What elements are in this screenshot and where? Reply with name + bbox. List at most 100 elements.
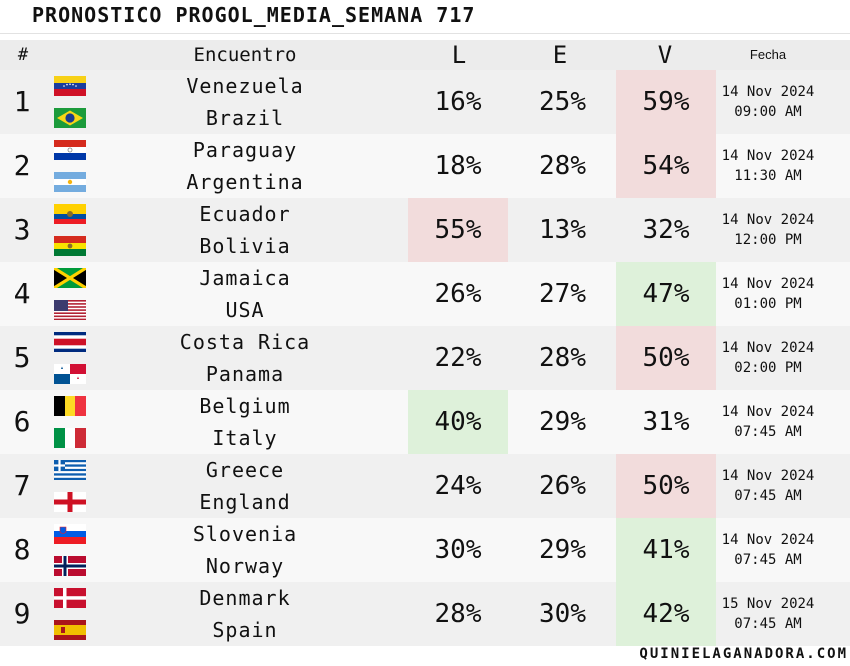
table-row: 7 Greece England 24% 26% 50% 14 Nov 2024 07:45 … — [0, 454, 850, 518]
match-date: 14 Nov 2024 — [721, 404, 815, 420]
local-percent: 22% — [434, 343, 482, 373]
page-title: Pronostico Progol_Media_Semana 717 — [32, 3, 476, 27]
away-team: USA — [225, 298, 265, 322]
match-date: 14 Nov 2024 — [721, 276, 815, 292]
match-time: 07:45 AM — [734, 424, 802, 440]
header-fecha: Fecha — [749, 47, 787, 62]
match-datetime: 14 Nov 2024 09:00 AM — [716, 82, 820, 122]
visitor-percent: 42% — [616, 582, 716, 646]
header-num: # — [17, 45, 29, 65]
table-row: 6 Belgium Italy 40% 29% 31% 14 Nov 2024 07:45 A… — [0, 390, 850, 454]
visitor-percent: 31% — [642, 407, 690, 437]
match-number: 4 — [13, 277, 31, 310]
norway-flag-icon — [54, 556, 86, 576]
denmark-flag-icon — [54, 588, 86, 608]
match-datetime: 14 Nov 2024 01:00 PM — [716, 274, 820, 314]
match-date: 14 Nov 2024 — [721, 468, 815, 484]
match-time: 07:45 AM — [734, 616, 802, 632]
draw-percent: 29% — [539, 407, 586, 437]
jamaica-flag-icon — [54, 268, 86, 288]
header-encuentro: Encuentro — [193, 44, 297, 66]
local-percent: 55% — [408, 198, 508, 262]
local-percent: 26% — [434, 279, 482, 309]
visitor-percent: 32% — [642, 215, 690, 245]
away-team: Panama — [205, 362, 285, 386]
away-team: Spain — [212, 618, 278, 642]
match-number: 3 — [13, 213, 31, 246]
local-percent: 40% — [408, 390, 508, 454]
home-team: Belgium — [199, 394, 291, 418]
match-number: 2 — [13, 149, 31, 182]
argentina-flag-icon — [54, 172, 86, 192]
home-team: Greece — [205, 458, 285, 482]
match-datetime: 14 Nov 2024 02:00 PM — [716, 338, 820, 378]
draw-percent: 28% — [539, 343, 586, 373]
match-number: 6 — [13, 405, 31, 438]
visitor-percent: 54% — [616, 134, 716, 198]
match-date: 14 Nov 2024 — [721, 340, 815, 356]
away-team: Italy — [212, 426, 278, 450]
away-team: Norway — [205, 554, 285, 578]
spain-flag-icon — [54, 620, 86, 640]
panama-flag-icon — [54, 364, 86, 384]
visitor-percent: 47% — [616, 262, 716, 326]
match-datetime: 15 Nov 2024 07:45 AM — [716, 594, 820, 634]
ecuador-flag-icon — [54, 204, 86, 224]
table-row: 4 Jamaica USA 26% 27% 47% 14 Nov 2024 01:00 PM — [0, 262, 850, 326]
draw-percent: 27% — [539, 279, 586, 309]
match-time: 12:00 PM — [734, 232, 802, 248]
match-date: 15 Nov 2024 — [721, 596, 815, 612]
match-table: 1 Venezuela Brazil 16% 25% 59% 14 Nov 2024 09:0… — [0, 70, 850, 646]
match-time: 07:45 AM — [734, 488, 802, 504]
match-datetime: 14 Nov 2024 07:45 AM — [716, 466, 820, 506]
costa-rica-flag-icon — [54, 332, 86, 352]
table-row: 9 Denmark Spain 28% 30% 42% 15 Nov 2024 07:45 A… — [0, 582, 850, 646]
table-header: # Encuentro L E V Fecha — [0, 40, 850, 70]
match-date: 14 Nov 2024 — [721, 84, 815, 100]
match-number: 8 — [13, 533, 31, 566]
local-percent: 24% — [434, 471, 482, 501]
home-team: Denmark — [199, 586, 291, 610]
draw-percent: 25% — [539, 87, 586, 117]
brazil-flag-icon — [54, 108, 86, 128]
away-team: Bolivia — [199, 234, 291, 258]
local-percent: 30% — [434, 535, 482, 565]
greece-flag-icon — [54, 460, 86, 480]
england-flag-icon — [54, 492, 86, 512]
away-team: Brazil — [205, 106, 285, 130]
local-percent: 18% — [434, 151, 482, 181]
header-l: L — [451, 41, 467, 69]
slovenia-flag-icon — [54, 524, 86, 544]
local-percent: 28% — [434, 599, 482, 629]
visitor-percent: 41% — [616, 518, 716, 582]
paraguay-flag-icon — [54, 140, 86, 160]
match-time: 07:45 AM — [734, 552, 802, 568]
draw-percent: 29% — [539, 535, 586, 565]
table-row: 5 Costa Rica Panama 22% 28% 50% 14 Nov 2024 02:… — [0, 326, 850, 390]
header-e: E — [552, 41, 568, 69]
footer-site: quinielaganadora.com — [639, 646, 848, 662]
match-time: 11:30 AM — [734, 168, 802, 184]
local-percent: 16% — [434, 87, 482, 117]
match-number: 9 — [13, 597, 31, 630]
match-datetime: 14 Nov 2024 07:45 AM — [716, 530, 820, 570]
table-row: 3 Ecuador Bolivia 55% 13% 32% 14 Nov 2024 12:00… — [0, 198, 850, 262]
match-date: 14 Nov 2024 — [721, 212, 815, 228]
usa-flag-icon — [54, 300, 86, 320]
match-number: 1 — [13, 85, 31, 118]
match-datetime: 14 Nov 2024 11:30 AM — [716, 146, 820, 186]
match-time: 09:00 AM — [734, 104, 802, 120]
home-team: Venezuela — [186, 74, 304, 98]
draw-percent: 30% — [539, 599, 586, 629]
match-time: 01:00 PM — [734, 296, 802, 312]
belgium-flag-icon — [54, 396, 86, 416]
home-team: Slovenia — [192, 522, 298, 546]
match-datetime: 14 Nov 2024 12:00 PM — [716, 210, 820, 250]
table-row: 1 Venezuela Brazil 16% 25% 59% 14 Nov 2024 09:0… — [0, 70, 850, 134]
match-time: 02:00 PM — [734, 360, 802, 376]
home-team: Paraguay — [192, 138, 298, 162]
visitor-percent: 59% — [616, 70, 716, 134]
draw-percent: 13% — [539, 215, 586, 245]
table-row: 2 Paraguay Argentina 18% 28% 54% 14 Nov 2024 11… — [0, 134, 850, 198]
visitor-percent: 50% — [616, 454, 716, 518]
